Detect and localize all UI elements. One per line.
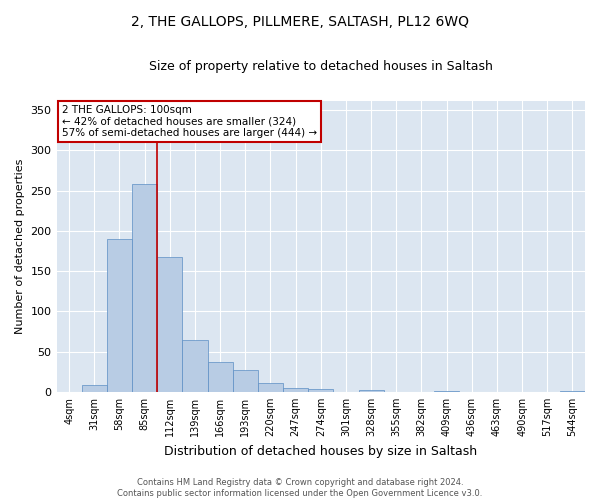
Bar (107, 239, 132, 392)
Bar (434, 391, 459, 392)
Text: Contains HM Land Registry data © Crown copyright and database right 2024.
Contai: Contains HM Land Registry data © Crown c… (118, 478, 482, 498)
Bar (283, 388, 308, 392)
Bar (182, 340, 208, 392)
Bar (82, 386, 107, 392)
Bar (359, 390, 383, 392)
Bar (560, 391, 585, 392)
Text: 2, THE GALLOPS, PILLMERE, SALTASH, PL12 6WQ: 2, THE GALLOPS, PILLMERE, SALTASH, PL12 … (131, 15, 469, 29)
Bar (157, 256, 182, 392)
Bar (208, 362, 233, 392)
Bar (132, 184, 157, 392)
Bar (258, 383, 283, 392)
Y-axis label: Number of detached properties: Number of detached properties (15, 158, 25, 334)
Bar (308, 388, 334, 392)
Text: 2 THE GALLOPS: 100sqm
← 42% of detached houses are smaller (324)
57% of semi-det: 2 THE GALLOPS: 100sqm ← 42% of detached … (62, 105, 317, 138)
Title: Size of property relative to detached houses in Saltash: Size of property relative to detached ho… (149, 60, 493, 73)
X-axis label: Distribution of detached houses by size in Saltash: Distribution of detached houses by size … (164, 444, 478, 458)
Bar (233, 370, 258, 392)
